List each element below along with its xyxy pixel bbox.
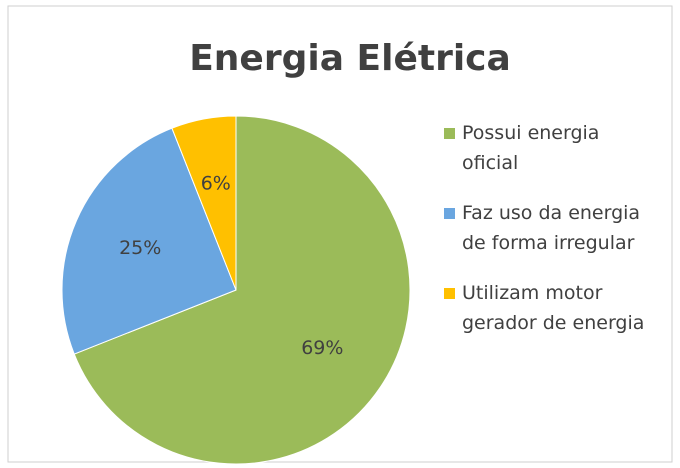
pie-slice <box>73 115 411 465</box>
legend-label: Utilizam motor gerador de energia <box>462 282 645 334</box>
legend-label: Possui energia oficial <box>462 122 600 174</box>
pie-slice <box>171 115 237 291</box>
legend-label: Faz uso da energia de forma irregular <box>462 202 641 254</box>
legend-item: Utilizam motor gerador de energia <box>440 278 655 338</box>
legend-swatch <box>444 128 455 139</box>
data-label: 6% <box>201 173 231 195</box>
legend-item: Possui energia oficial <box>440 118 655 178</box>
data-label: 69% <box>301 337 343 359</box>
legend: Possui energia oficial Faz uso da energia… <box>440 118 655 358</box>
legend-swatch <box>444 208 455 219</box>
pie-slice <box>61 127 237 355</box>
data-label: 25% <box>119 237 161 259</box>
legend-item: Faz uso da energia de forma irregular <box>440 198 655 258</box>
chart-title: Energia Elétrica <box>189 38 511 79</box>
legend-swatch <box>444 288 455 299</box>
